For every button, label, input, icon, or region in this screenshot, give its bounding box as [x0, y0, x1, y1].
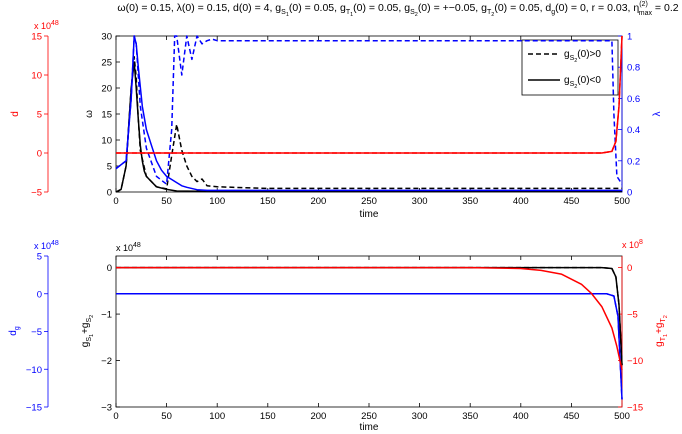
bottom-extra-axis-label: dg — [8, 326, 21, 336]
extra-y-tick-label: 0 — [37, 149, 42, 160]
extra-y-tick-label: −15 — [26, 403, 42, 414]
top-extra-axis-exponent: x 1048 — [34, 20, 59, 31]
bottom-left-axis-label: gS1+gS2 — [80, 315, 95, 347]
x-tick-label: 50 — [161, 411, 172, 422]
left-y-tick-label: −2 — [101, 356, 112, 367]
x-tick-label: 400 — [513, 411, 529, 422]
x-tick-label: 100 — [209, 196, 225, 207]
x-tick-label: 300 — [412, 196, 428, 207]
series-line-0-5 — [116, 35, 623, 154]
right-y-tick-label: 0.4 — [627, 125, 640, 136]
bottom-left-exponent: x 1048 — [116, 242, 141, 253]
left-y-tick-label: 15 — [101, 110, 112, 121]
x-tick-label: 0 — [113, 196, 118, 207]
x-tick-label: 200 — [310, 196, 326, 207]
x-tick-label: 150 — [260, 411, 276, 422]
series-line-0-3 — [115, 35, 622, 192]
legend: gS2(0)>0 gS2(0)<0 — [521, 39, 619, 96]
right-y-tick-label: 0.6 — [627, 94, 640, 105]
bottom-extra-axis-exponent: x 1048 — [34, 240, 59, 251]
series-line-0-2 — [115, 35, 623, 185]
left-y-tick-label: −1 — [101, 310, 112, 321]
bottom-xlabel: time — [360, 422, 379, 433]
x-tick-label: 350 — [462, 411, 478, 422]
x-tick-label: 150 — [260, 196, 276, 207]
x-tick-label: 300 — [412, 411, 428, 422]
x-tick-label: 100 — [209, 411, 225, 422]
bottom-plot-frame — [115, 255, 623, 408]
left-y-tick-label: 5 — [107, 162, 112, 173]
x-tick-label: 350 — [462, 196, 478, 207]
top-left-axis-label: ω — [84, 110, 95, 118]
x-tick-label: 450 — [563, 196, 579, 207]
extra-y-tick-label: 10 — [31, 71, 42, 82]
series-line-1-4 — [116, 266, 623, 370]
bottom-right-axis-label: gT1+gT2 — [654, 315, 669, 347]
right-y-tick-label: 0 — [627, 188, 632, 199]
left-y-tick-label: 30 — [101, 32, 112, 43]
right-y-tick-label: 0.2 — [627, 156, 640, 167]
legend-box — [521, 39, 619, 96]
left-y-tick-label: 20 — [101, 84, 112, 95]
extra-y-tick-label: 15 — [31, 32, 42, 43]
top-xlabel: time — [360, 209, 379, 220]
right-y-tick-label: 1 — [627, 32, 632, 43]
top-extra-axis-label: d — [10, 111, 21, 117]
chart-title: ω(0) = 0.15, λ(0) = 0.15, d(0) = 4, gS1(… — [117, 1, 678, 18]
extra-y-tick-label: −5 — [31, 188, 42, 199]
series-line-0-0 — [115, 56, 622, 193]
x-tick-label: 450 — [563, 411, 579, 422]
extra-y-tick-label: 5 — [37, 252, 42, 263]
extra-y-tick-label: 5 — [37, 110, 42, 121]
top-panel: ω λ d x 1048 gS2(0)>0 gS2(0)<0 time — [10, 20, 663, 220]
x-tick-label: 200 — [310, 411, 326, 422]
extra-y-tick-label: 0 — [37, 289, 42, 300]
left-y-tick-label: 0 — [107, 188, 112, 199]
right-y-tick-label: 0.8 — [627, 63, 640, 74]
extra-y-tick-label: −5 — [31, 327, 42, 338]
x-tick-label: 250 — [361, 411, 377, 422]
x-tick-label: 50 — [161, 196, 172, 207]
x-tick-label: 400 — [513, 196, 529, 207]
x-tick-label: 250 — [361, 196, 377, 207]
top-right-axis-label: λ — [652, 112, 663, 117]
right-y-tick-label: −5 — [627, 310, 638, 321]
right-y-tick-label: 0 — [627, 263, 632, 274]
extra-y-tick-label: −10 — [26, 365, 42, 376]
x-tick-label: 500 — [614, 411, 630, 422]
right-y-tick-label: −15 — [627, 403, 643, 414]
x-tick-label: 500 — [614, 196, 630, 207]
right-y-tick-label: −10 — [627, 356, 643, 367]
x-tick-label: 0 — [113, 411, 118, 422]
bottom-right-exponent: x 108 — [622, 239, 643, 250]
left-y-tick-label: 0 — [107, 263, 112, 274]
left-y-tick-label: 10 — [101, 136, 112, 147]
series-line-1-3 — [116, 293, 623, 400]
left-y-tick-label: 25 — [101, 58, 112, 69]
left-y-tick-label: −3 — [101, 403, 112, 414]
chart-marks: 0 50 100 150 200 250 300 350 400 450 5000510152025… — [26, 32, 643, 423]
series-line-1-1 — [116, 266, 623, 366]
